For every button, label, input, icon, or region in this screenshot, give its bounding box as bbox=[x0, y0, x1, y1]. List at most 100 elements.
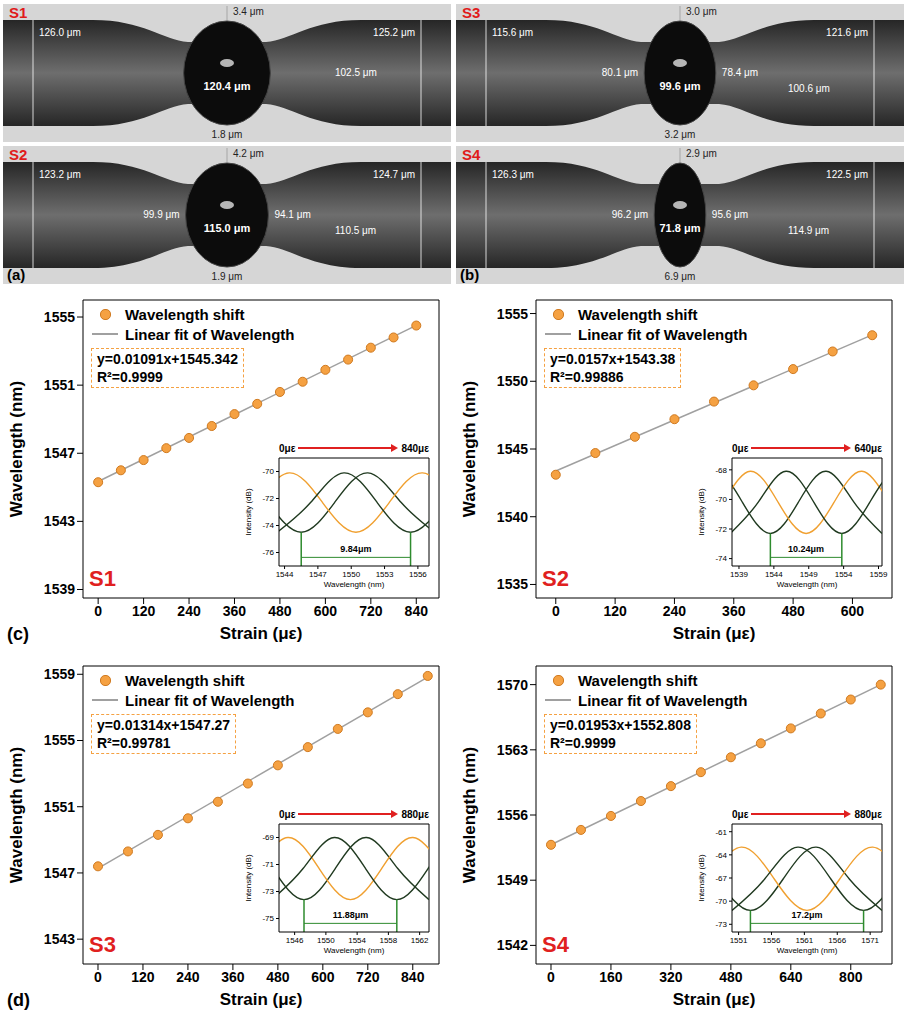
svg-text:240: 240 bbox=[177, 603, 201, 619]
svg-text:1559: 1559 bbox=[870, 570, 888, 579]
svg-text:1542: 1542 bbox=[497, 937, 528, 953]
svg-text:11.88μm: 11.88μm bbox=[333, 910, 369, 920]
svg-text:600: 600 bbox=[314, 603, 338, 619]
svg-text:480: 480 bbox=[268, 603, 292, 619]
svg-text:-73: -73 bbox=[715, 920, 727, 929]
svg-text:94.1 μm: 94.1 μm bbox=[274, 209, 310, 220]
svg-text:114.9 μm: 114.9 μm bbox=[788, 225, 829, 236]
svg-text:-70: -70 bbox=[262, 467, 274, 476]
svg-text:1549: 1549 bbox=[800, 570, 818, 579]
svg-text:0: 0 bbox=[94, 969, 102, 985]
svg-text:1543: 1543 bbox=[44, 513, 75, 529]
svg-text:160: 160 bbox=[599, 969, 623, 985]
svg-text:71.8 μm: 71.8 μm bbox=[660, 222, 701, 234]
svg-text:80.1 μm: 80.1 μm bbox=[602, 67, 638, 78]
svg-text:840: 840 bbox=[401, 969, 425, 985]
svg-text:1562: 1562 bbox=[411, 936, 429, 945]
svg-text:1558: 1558 bbox=[379, 936, 397, 945]
svg-text:115.6 μm: 115.6 μm bbox=[492, 27, 533, 38]
svg-text:1546: 1546 bbox=[286, 936, 304, 945]
svg-text:123.2 μm: 123.2 μm bbox=[39, 169, 81, 180]
svg-text:S2: S2 bbox=[9, 146, 27, 163]
svg-text:-72: -72 bbox=[262, 494, 274, 503]
svg-text:-73: -73 bbox=[262, 887, 274, 896]
svg-text:1545: 1545 bbox=[497, 441, 528, 457]
svg-text:120.4 μm: 120.4 μm bbox=[203, 80, 250, 92]
svg-text:1556: 1556 bbox=[763, 936, 781, 945]
svg-text:99.6 μm: 99.6 μm bbox=[660, 80, 701, 92]
svg-text:1556: 1556 bbox=[409, 570, 427, 579]
svg-text:120: 120 bbox=[603, 603, 627, 619]
svg-text:1549: 1549 bbox=[497, 872, 528, 888]
svg-text:1550: 1550 bbox=[317, 936, 335, 945]
svg-text:-69: -69 bbox=[262, 833, 274, 842]
svg-text:17.2μm: 17.2μm bbox=[791, 910, 822, 920]
svg-text:99.9 μm: 99.9 μm bbox=[143, 209, 179, 220]
svg-text:-74: -74 bbox=[715, 554, 727, 563]
svg-text:720: 720 bbox=[356, 969, 380, 985]
svg-text:-70: -70 bbox=[715, 495, 727, 504]
svg-text:320: 320 bbox=[659, 969, 683, 985]
svg-text:96.2 μm: 96.2 μm bbox=[612, 209, 648, 220]
svg-text:800: 800 bbox=[839, 969, 863, 985]
svg-text:600: 600 bbox=[311, 969, 335, 985]
svg-text:-64: -64 bbox=[715, 851, 727, 860]
svg-text:720: 720 bbox=[359, 603, 383, 619]
svg-text:1554: 1554 bbox=[348, 936, 366, 945]
svg-text:125.2 μm: 125.2 μm bbox=[373, 27, 415, 38]
svg-text:1550: 1550 bbox=[342, 570, 360, 579]
svg-text:S4: S4 bbox=[462, 146, 481, 163]
svg-text:640: 640 bbox=[779, 969, 803, 985]
svg-text:1535: 1535 bbox=[497, 576, 528, 592]
svg-text:120: 120 bbox=[131, 969, 155, 985]
svg-text:480: 480 bbox=[781, 603, 805, 619]
svg-text:840: 840 bbox=[405, 603, 429, 619]
svg-text:122.5 μm: 122.5 μm bbox=[826, 169, 868, 180]
svg-text:1547: 1547 bbox=[44, 865, 75, 881]
svg-text:1.9 μm: 1.9 μm bbox=[212, 271, 243, 282]
svg-text:1571: 1571 bbox=[861, 936, 879, 945]
svg-text:95.6 μm: 95.6 μm bbox=[712, 209, 748, 220]
svg-text:120: 120 bbox=[132, 603, 156, 619]
svg-text:1556: 1556 bbox=[497, 807, 528, 823]
svg-text:1566: 1566 bbox=[828, 936, 846, 945]
svg-text:3.4 μm: 3.4 μm bbox=[233, 6, 264, 17]
svg-text:100.6 μm: 100.6 μm bbox=[788, 83, 830, 94]
svg-text:1539: 1539 bbox=[44, 581, 75, 597]
svg-text:124.7 μm: 124.7 μm bbox=[373, 169, 415, 180]
svg-text:110.5 μm: 110.5 μm bbox=[335, 225, 376, 236]
svg-text:78.4 μm: 78.4 μm bbox=[722, 67, 758, 78]
svg-text:-72: -72 bbox=[715, 525, 727, 534]
svg-text:126.3 μm: 126.3 μm bbox=[492, 169, 534, 180]
svg-text:1553: 1553 bbox=[376, 570, 394, 579]
svg-text:3.2 μm: 3.2 μm bbox=[665, 129, 696, 140]
svg-text:-67: -67 bbox=[715, 874, 727, 883]
svg-text:360: 360 bbox=[722, 603, 746, 619]
svg-text:0: 0 bbox=[547, 969, 555, 985]
svg-text:S1: S1 bbox=[9, 4, 27, 21]
svg-text:480: 480 bbox=[719, 969, 743, 985]
svg-text:-76: -76 bbox=[262, 548, 274, 557]
svg-text:1544: 1544 bbox=[765, 570, 783, 579]
svg-text:0: 0 bbox=[552, 603, 560, 619]
svg-text:S3: S3 bbox=[462, 4, 480, 21]
svg-text:1563: 1563 bbox=[497, 742, 528, 758]
svg-text:0: 0 bbox=[94, 603, 102, 619]
svg-text:1.8 μm: 1.8 μm bbox=[212, 129, 243, 140]
svg-text:1559: 1559 bbox=[44, 666, 75, 682]
svg-text:3.0 μm: 3.0 μm bbox=[686, 6, 717, 17]
svg-text:1570: 1570 bbox=[497, 677, 528, 693]
svg-text:1554: 1554 bbox=[835, 570, 853, 579]
svg-text:(b): (b) bbox=[460, 266, 479, 283]
svg-text:1550: 1550 bbox=[497, 373, 528, 389]
svg-text:-70: -70 bbox=[715, 897, 727, 906]
svg-text:1555: 1555 bbox=[44, 732, 75, 748]
svg-text:6.9 μm: 6.9 μm bbox=[665, 271, 696, 282]
svg-text:600: 600 bbox=[841, 603, 865, 619]
svg-text:1551: 1551 bbox=[44, 377, 75, 393]
svg-text:1544: 1544 bbox=[276, 570, 294, 579]
svg-text:1540: 1540 bbox=[497, 509, 528, 525]
svg-text:240: 240 bbox=[176, 969, 200, 985]
svg-text:360: 360 bbox=[223, 603, 247, 619]
svg-text:4.2 μm: 4.2 μm bbox=[233, 148, 264, 159]
